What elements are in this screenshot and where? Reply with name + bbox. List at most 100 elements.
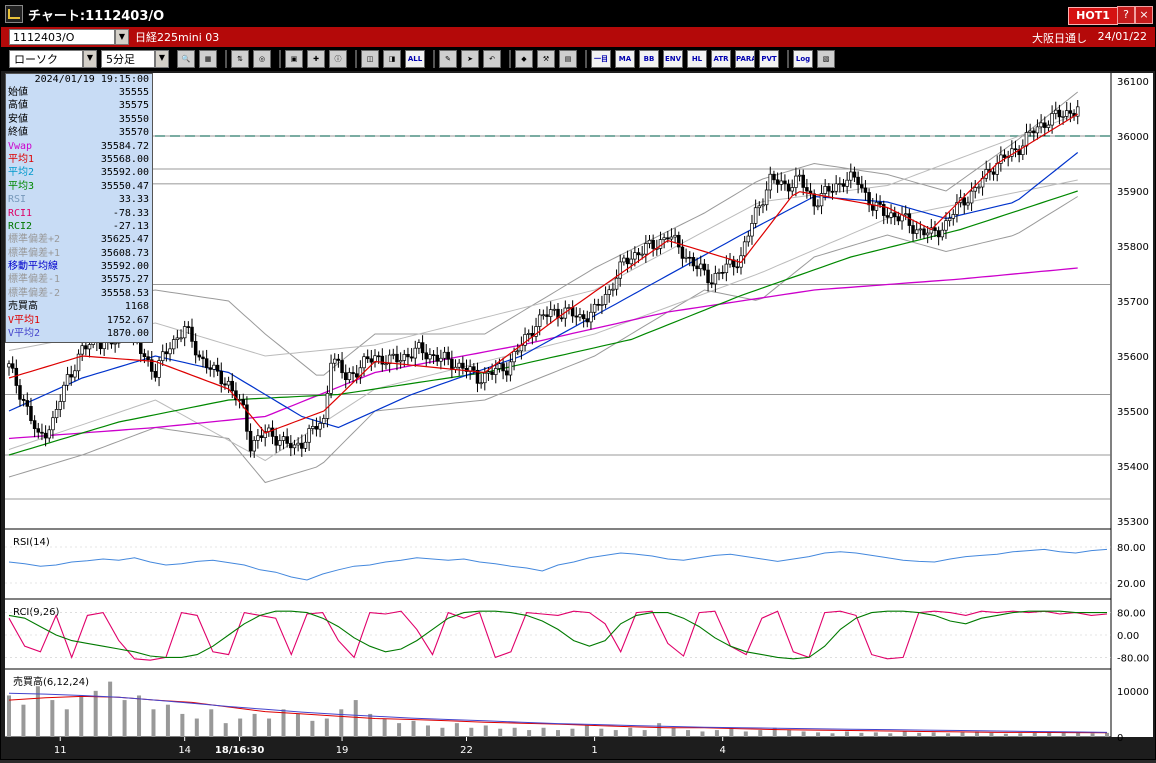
- close-button[interactable]: ×: [1135, 6, 1153, 24]
- single-icon[interactable]: ◫: [361, 50, 379, 68]
- pen-icon[interactable]: ✎: [439, 50, 457, 68]
- indicator-button-4[interactable]: HL: [687, 50, 707, 68]
- candle-body: [25, 400, 30, 407]
- candle-body: [830, 190, 835, 193]
- volume-bar: [223, 723, 228, 737]
- candle-body: [768, 173, 773, 191]
- candle-body: [332, 358, 337, 364]
- indicator-button-0[interactable]: 一目: [591, 50, 611, 68]
- indicator-button-7[interactable]: PVT: [759, 50, 779, 68]
- interval-dropdown[interactable]: ▼: [155, 50, 169, 68]
- indicator-button-5[interactable]: ATR: [711, 50, 731, 68]
- candle-body: [955, 202, 959, 215]
- candle-body: [607, 289, 611, 295]
- info-row: RCI2 -27.13: [6, 220, 152, 233]
- indicator-button-2[interactable]: BB: [639, 50, 659, 68]
- all-button[interactable]: ALL: [405, 50, 425, 68]
- candle-body: [204, 358, 209, 369]
- grid-icon[interactable]: ▦: [199, 50, 217, 68]
- candle-body: [98, 341, 103, 350]
- info-value: 35592.00: [100, 167, 149, 179]
- chart-type-select[interactable]: ローソク: [9, 50, 83, 68]
- toolbar-separator: [279, 50, 281, 68]
- candle-body: [1002, 154, 1007, 158]
- code-select[interactable]: 1112403/O: [9, 29, 115, 45]
- candle-body: [691, 257, 696, 267]
- candle-body: [559, 317, 564, 320]
- palette-icon[interactable]: ◆: [515, 50, 533, 68]
- info-icon[interactable]: ⓘ: [329, 50, 347, 68]
- search-chart-icon[interactable]: ◎: [253, 50, 271, 68]
- dual-icon[interactable]: ◨: [383, 50, 401, 68]
- info-value: 35625.47: [100, 234, 149, 246]
- indicator-button-6[interactable]: PARA: [735, 50, 755, 68]
- indicator-button-3[interactable]: ENV: [663, 50, 683, 68]
- volume-bar: [859, 732, 864, 737]
- candle-body: [669, 236, 674, 240]
- candle-body: [483, 372, 487, 384]
- candle-body: [197, 354, 202, 358]
- candle-body: [581, 314, 586, 320]
- candle-body: [395, 353, 399, 363]
- volume-bar: [64, 709, 69, 737]
- volume-bar: [714, 730, 719, 737]
- volume-bar: [483, 725, 488, 737]
- rsi-line: [8, 548, 1108, 581]
- info-row: 標準偏差+2 35625.47: [6, 233, 152, 246]
- candle-body: [746, 235, 751, 243]
- volume-bar: [252, 713, 257, 737]
- candle-body: [212, 364, 216, 370]
- tool-icon[interactable]: ⚒: [537, 50, 555, 68]
- interval-select[interactable]: 5分足: [101, 50, 155, 68]
- buy-sell-icon[interactable]: ⇅: [231, 50, 249, 68]
- candle-body: [300, 442, 304, 449]
- order-icon[interactable]: ✚: [307, 50, 325, 68]
- undo-icon[interactable]: ↶: [483, 50, 501, 68]
- info-row: RCI1 -78.33: [6, 207, 152, 220]
- candle-body: [461, 362, 465, 369]
- indicator-button-1[interactable]: MA: [615, 50, 635, 68]
- chart-area[interactable]: 35300 35400 35500 35600 35700 35800 35900 36000…: [5, 73, 1153, 759]
- date-label: 24/01/22: [1097, 30, 1147, 43]
- info-value: 1168: [124, 301, 149, 313]
- candle-body: [457, 362, 461, 368]
- chart-svg[interactable]: 35300 35400 35500 35600 35700 35800 35900 36000…: [5, 73, 1153, 759]
- candle-body: [40, 431, 44, 434]
- info-label: RCI1: [8, 207, 33, 219]
- candle-body: [252, 440, 256, 452]
- volume-bar: [1061, 732, 1066, 737]
- candle-body: [1068, 110, 1073, 114]
- candle-body: [171, 339, 176, 350]
- candle-body: [713, 273, 718, 285]
- toolbar-separator: [225, 50, 227, 68]
- help-button[interactable]: ?: [1117, 6, 1135, 24]
- candle-body: [706, 269, 710, 284]
- candle-body: [10, 363, 15, 369]
- price-tick-label: 35300: [1117, 517, 1149, 528]
- candle-body: [1054, 109, 1058, 114]
- candle-body: [494, 368, 498, 375]
- chart-type-dropdown[interactable]: ▼: [83, 50, 97, 68]
- candle-body: [1010, 148, 1014, 157]
- candle-body: [567, 307, 571, 309]
- candle-body: [343, 372, 348, 381]
- candle-body: [142, 353, 147, 358]
- zoom-icon[interactable]: 🔍: [177, 50, 195, 68]
- candle-body: [29, 406, 33, 421]
- indicator-button-8[interactable]: Log: [793, 50, 813, 68]
- volume-bar: [425, 725, 430, 737]
- hot-badge[interactable]: HOT1: [1068, 7, 1118, 25]
- bollinger-upper-2: [8, 91, 1079, 376]
- cursor-icon[interactable]: ➤: [461, 50, 479, 68]
- color-icon[interactable]: ▤: [559, 50, 577, 68]
- info-value: 35568.00: [100, 153, 149, 165]
- volume-bar: [310, 720, 315, 737]
- code-dropdown-button[interactable]: ▼: [115, 29, 129, 45]
- layout-icon[interactable]: ▧: [817, 50, 835, 68]
- chart-settings-icon[interactable]: ▣: [285, 50, 303, 68]
- candle-body: [951, 214, 956, 219]
- candle-body: [292, 444, 297, 449]
- volume-bar: [165, 704, 170, 737]
- title-bar[interactable]: チャート:1112403/O HOT1 ? ×: [1, 1, 1155, 27]
- candle-body: [735, 266, 740, 269]
